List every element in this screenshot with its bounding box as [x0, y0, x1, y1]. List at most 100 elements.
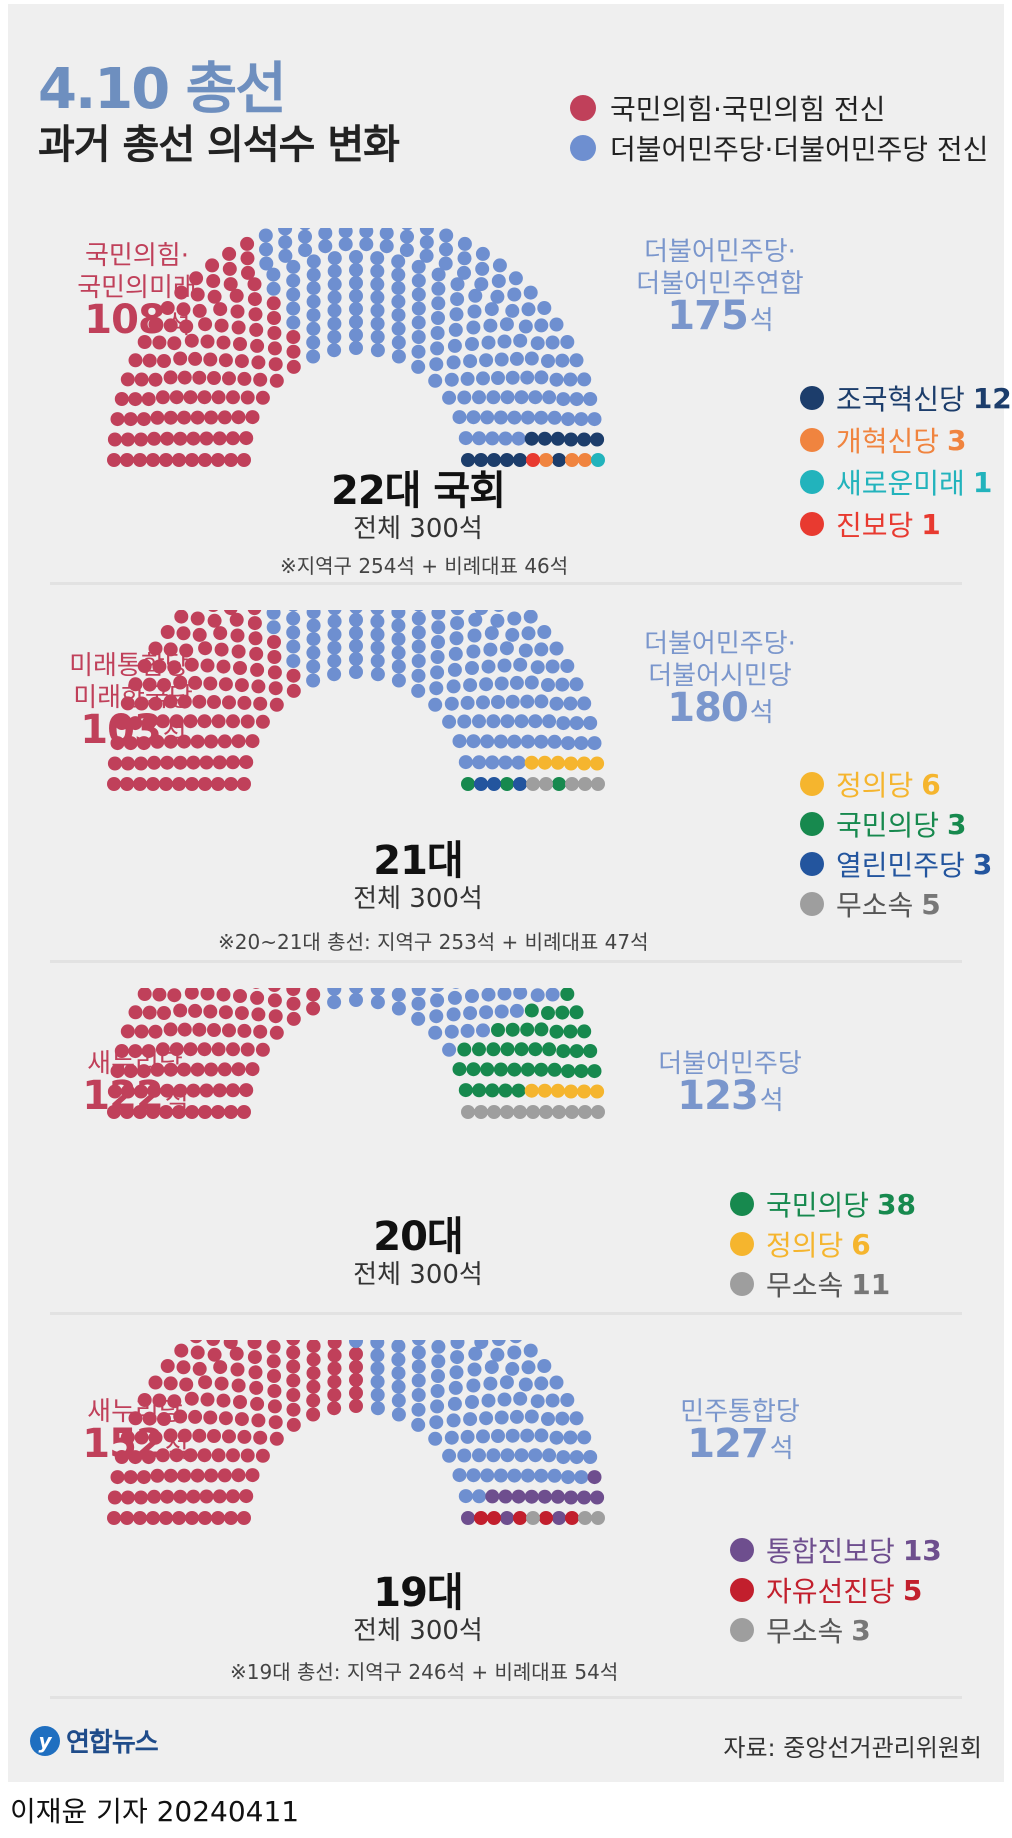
- seat-right: [349, 315, 363, 329]
- seat-left: [152, 335, 167, 350]
- seat-left: [237, 453, 251, 467]
- seat-right: [430, 326, 445, 340]
- seat-right: [431, 267, 446, 282]
- seat-right: [466, 410, 481, 425]
- seat-right: [444, 696, 459, 711]
- seat-left: [203, 1410, 218, 1425]
- seat-left: [234, 354, 249, 369]
- seat-left: [269, 1025, 284, 1040]
- seat-right: [306, 659, 321, 674]
- seat-right: [411, 1359, 426, 1374]
- seat-left: [169, 714, 184, 729]
- section-divider: [50, 1312, 962, 1315]
- seat-left: [173, 351, 188, 366]
- seat-right: [534, 410, 549, 425]
- seat-right: [537, 625, 552, 639]
- seat-left: [266, 296, 281, 311]
- seat-right: [530, 336, 545, 351]
- seat-right: [442, 1448, 457, 1463]
- seat-left: [247, 277, 262, 292]
- seat-left: [148, 696, 163, 711]
- seat-right: [507, 1468, 522, 1483]
- left-party-seats: 103석: [80, 707, 186, 753]
- seat-left: [174, 610, 189, 624]
- seat-left: [163, 1428, 178, 1443]
- seat-left: [211, 390, 226, 405]
- seat-right: [561, 1470, 576, 1485]
- seat-left: [237, 1511, 251, 1525]
- seat-left: [327, 1361, 342, 1376]
- seat-minor-1: [524, 1083, 539, 1098]
- seat-left: [133, 1105, 147, 1119]
- seat-right: [521, 302, 536, 317]
- seat-left: [267, 650, 282, 664]
- seat-right: [411, 344, 426, 359]
- seat-left: [200, 988, 215, 1001]
- seat-left: [211, 1042, 226, 1057]
- seat-right: [452, 988, 460, 989]
- seat-left: [216, 988, 231, 1002]
- seat-left: [267, 993, 282, 1008]
- seat-left: [207, 371, 221, 385]
- seat-left: [160, 431, 175, 446]
- seat-left: [223, 610, 238, 616]
- seat-minor-2: [513, 1105, 527, 1119]
- seat-left: [217, 734, 232, 749]
- seat-minor-1: [578, 453, 592, 467]
- seat-right: [349, 1340, 363, 1348]
- seat-left: [250, 990, 265, 1005]
- seat-right: [497, 988, 512, 1001]
- assembly-title: 19대: [373, 1570, 463, 1616]
- seat-right: [494, 352, 509, 367]
- seat-right: [438, 256, 453, 271]
- seat-left: [142, 677, 157, 692]
- seat-left: [107, 1490, 122, 1505]
- seat-minor-1: [513, 1511, 527, 1525]
- assembly-title: 22대 국회: [331, 468, 506, 514]
- seat-right: [486, 714, 501, 729]
- seat-right: [444, 372, 459, 387]
- minor-party-2: 무소속 3: [730, 1610, 871, 1650]
- seat-right: [491, 274, 506, 288]
- seat-right: [530, 1394, 545, 1409]
- seat-right: [411, 668, 426, 683]
- seat-right: [306, 610, 321, 620]
- seat-left: [146, 1105, 160, 1119]
- seat-right: [450, 610, 465, 616]
- seat-left: [173, 1083, 188, 1098]
- seat-left: [211, 1511, 225, 1525]
- seat-right: [306, 673, 321, 688]
- seat-left: [226, 390, 240, 405]
- seat-right: [431, 311, 445, 325]
- seat-minor-2: [474, 1105, 488, 1119]
- assembly-title: 21대: [373, 838, 463, 884]
- seat-left: [213, 302, 228, 317]
- seat-right: [481, 659, 496, 674]
- seat-right: [286, 259, 301, 274]
- legend-label-dp: 더불어민주당·더불어민주당 전신: [610, 133, 989, 166]
- seat-left: [134, 756, 148, 771]
- seat-left: [240, 714, 255, 729]
- seat-left: [207, 1023, 221, 1037]
- seat-minor-0: [474, 453, 488, 467]
- seat-minor-0: [491, 1023, 505, 1037]
- seat-left: [222, 371, 236, 386]
- seat-right: [523, 1343, 538, 1358]
- seat-right: [569, 1411, 584, 1426]
- seat-right: [391, 321, 406, 336]
- seat-left: [157, 678, 171, 692]
- right-party-seats: 127석: [687, 1421, 793, 1467]
- seat-right: [505, 627, 520, 642]
- minor-name: 국민의당: [836, 809, 940, 842]
- seat-right: [466, 1378, 481, 1393]
- seat-left: [184, 657, 199, 672]
- seat-left: [134, 1430, 149, 1445]
- seat-right: [499, 641, 514, 656]
- seat-right: [505, 1428, 520, 1443]
- seat-left: [233, 1395, 247, 1409]
- seat-left: [192, 370, 207, 385]
- seat-right: [448, 646, 463, 661]
- seat-left: [233, 661, 247, 675]
- seat-right: [549, 317, 564, 332]
- seat-left: [286, 1402, 301, 1417]
